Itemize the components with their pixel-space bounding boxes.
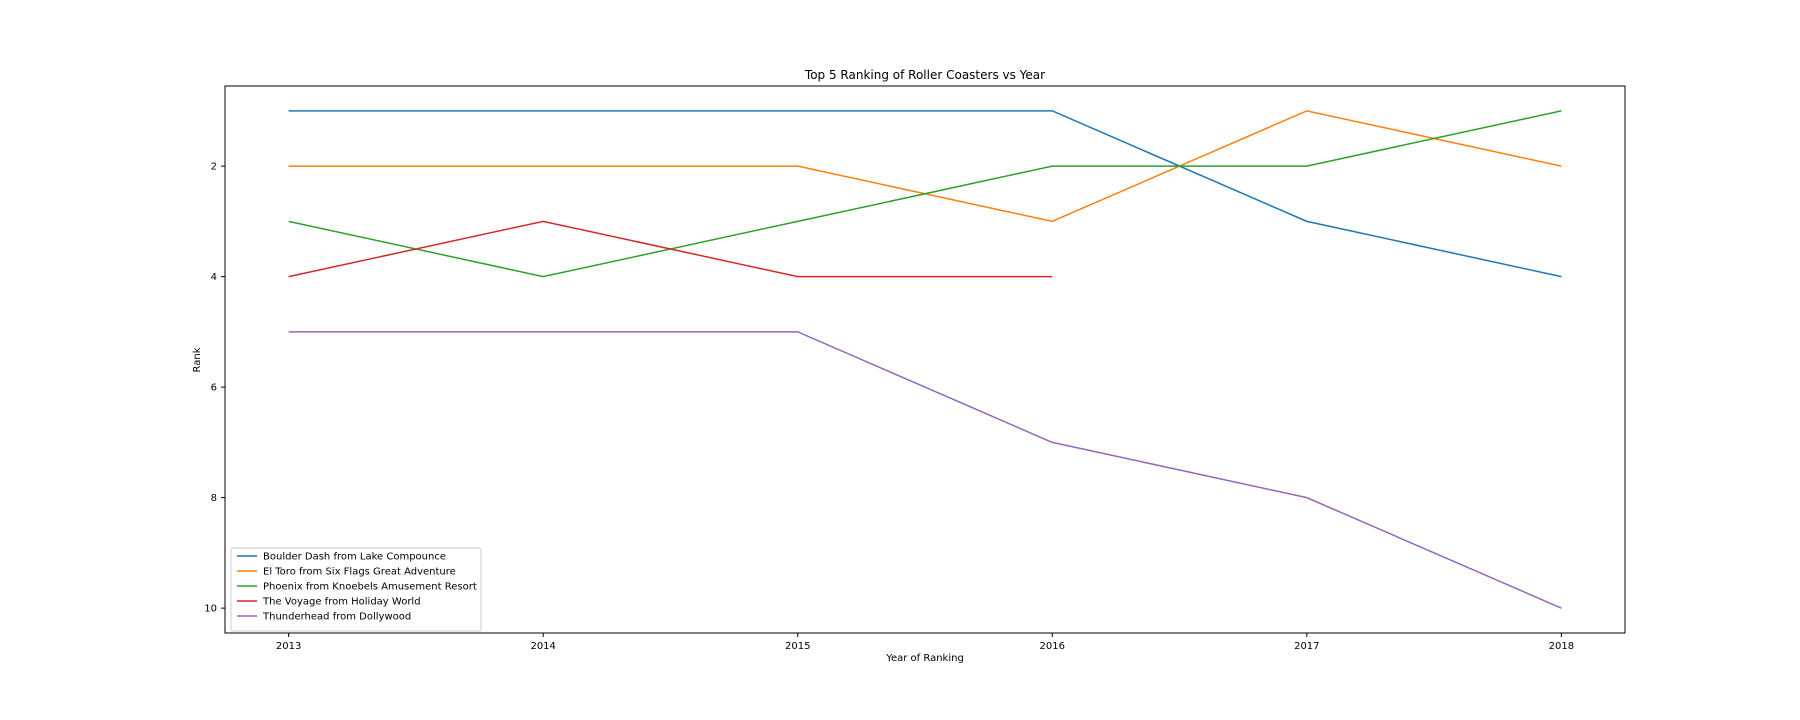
legend-label-1: Boulder Dash from Lake Compounce <box>263 552 446 563</box>
legend-frame <box>230 547 482 632</box>
x-axis: 2013 2014 2015 2016 2017 2018 <box>276 633 1574 652</box>
x-tick-label: 2018 <box>1549 641 1574 652</box>
legend-label-5: Thunderhead from Dollywood <box>262 612 411 623</box>
legend-label-4: The Voyage from Holiday World <box>262 597 421 608</box>
x-tick-label: 2016 <box>1040 641 1065 652</box>
y-tick-label: 4 <box>211 272 217 283</box>
chart-title: Top 5 Ranking of Roller Coasters vs Year <box>804 68 1045 82</box>
plot-area <box>224 85 1626 634</box>
y-tick-label: 6 <box>211 383 217 394</box>
x-tick-label: 2017 <box>1294 641 1319 652</box>
y-tick-label: 10 <box>204 604 217 615</box>
legend-label-3: Phoenix from Knoebels Amusement Resort <box>263 582 477 593</box>
series-line-5 <box>288 331 1562 609</box>
series-line-3 <box>288 110 1562 278</box>
y-tick-label: 8 <box>211 493 217 504</box>
legend-label-2: El Toro from Six Flags Great Adventure <box>263 567 456 578</box>
y-axis: 2 4 6 8 10 <box>204 162 225 615</box>
y-tick-label: 2 <box>211 162 217 173</box>
x-tick-label: 2015 <box>785 641 810 652</box>
series-line-2 <box>288 110 1562 223</box>
series-line-4 <box>288 220 1053 278</box>
plot-frame <box>224 85 1626 634</box>
legend: Boulder Dash from Lake Compounce El Toro … <box>230 547 482 632</box>
series-layer <box>288 110 1562 609</box>
x-tick-label: 2013 <box>276 641 301 652</box>
x-axis-title: Year of Ranking <box>885 653 964 664</box>
series-line-1 <box>288 110 1562 278</box>
y-axis-title: Rank <box>192 347 203 372</box>
x-tick-label: 2014 <box>530 641 555 652</box>
